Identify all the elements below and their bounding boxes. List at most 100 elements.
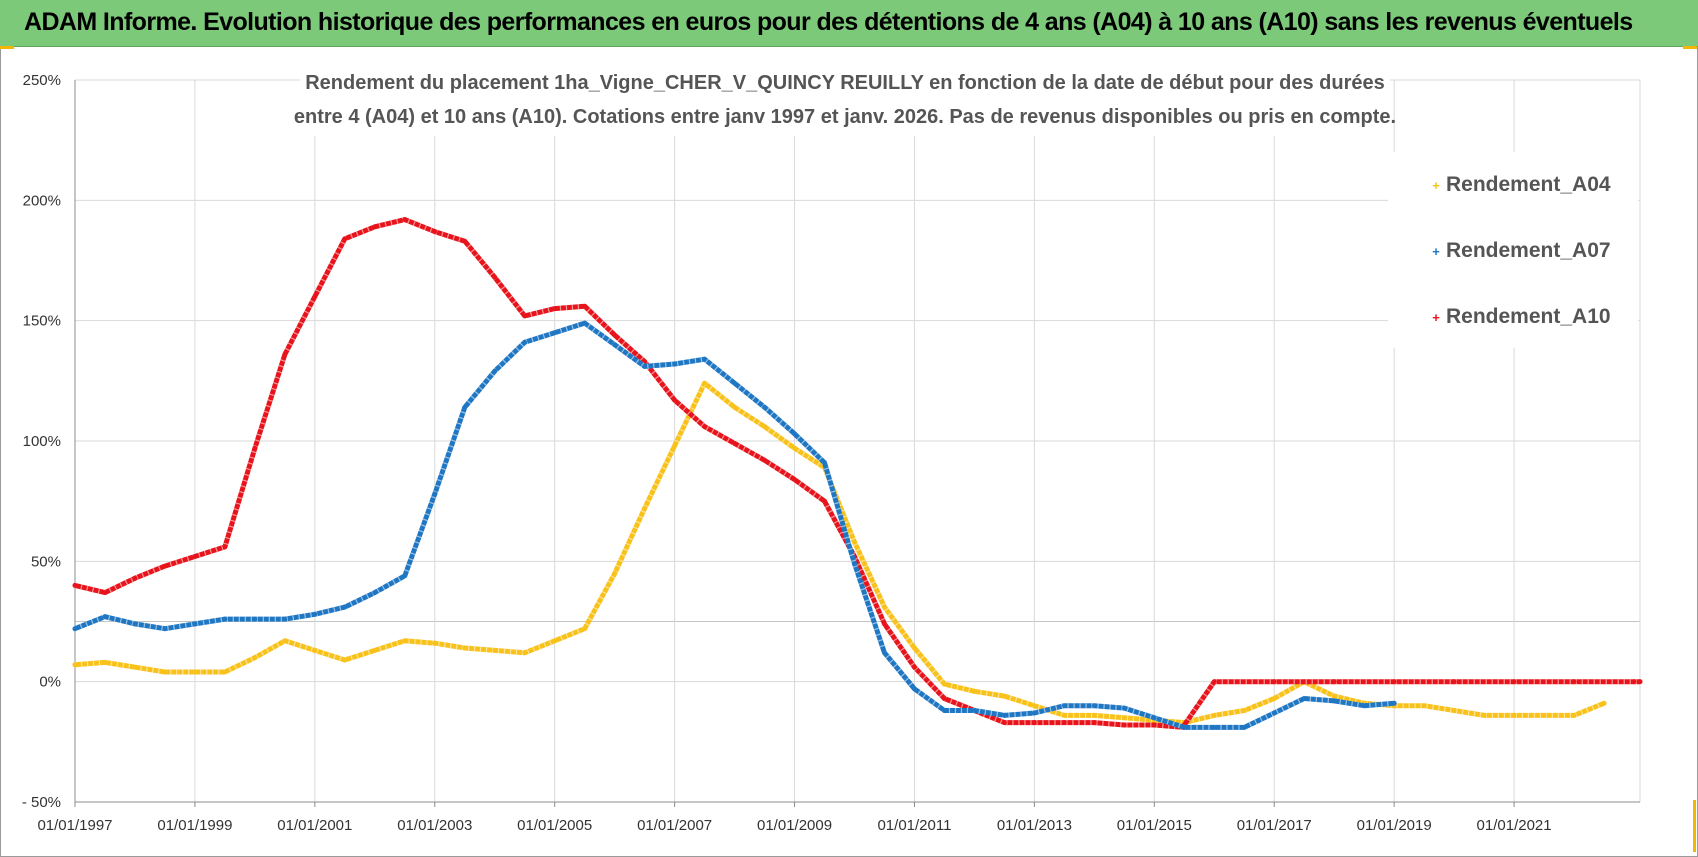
data-point-rendement-a04 [762, 424, 767, 429]
data-point-rendement-a10 [582, 303, 588, 309]
data-point-rendement-a04 [642, 505, 648, 511]
data-point-rendement-a07 [1121, 705, 1127, 711]
data-point-rendement-a10 [792, 477, 797, 482]
data-point-rendement-a04 [1031, 703, 1037, 709]
data-point-rendement-a07 [942, 708, 947, 713]
data-point-rendement-a10 [132, 575, 138, 581]
data-point-rendement-a10-late [1211, 679, 1217, 685]
data-point-rendement-a07 [882, 650, 887, 656]
corner-mark-top-right [1683, 46, 1697, 49]
legend-item-a04: + Rendement_A04 [1432, 173, 1611, 196]
data-point-rendement-a07 [1331, 698, 1337, 704]
data-point-rendement-a04 [342, 657, 348, 663]
data-point-rendement-a07 [1391, 700, 1397, 706]
data-point-rendement-a10 [252, 445, 258, 451]
data-point-rendement-a07 [1002, 712, 1007, 718]
data-point-rendement-a10 [72, 583, 78, 588]
data-point-rendement-a04 [1541, 712, 1547, 718]
data-point-rendement-a10 [492, 274, 498, 280]
data-point-rendement-a10 [282, 351, 288, 357]
x-tick-label: 01/01/2009 [757, 817, 832, 834]
data-point-rendement-a07 [1181, 724, 1187, 730]
data-point-rendement-a04 [132, 664, 138, 670]
y-tick-label: 50% [31, 553, 61, 570]
series-texture-rendement-a04 [74, 379, 1605, 726]
data-point-rendement-a07 [72, 626, 78, 632]
data-point-rendement-a04 [1091, 712, 1097, 718]
series-layer [72, 216, 1643, 730]
x-tick-label: 01/01/2017 [1237, 817, 1312, 834]
data-point-rendement-a04 [1241, 708, 1247, 713]
data-point-rendement-a04 [1002, 693, 1007, 699]
data-point-rendement-a04 [252, 655, 258, 660]
series-texture-rendement-a10 [74, 216, 1185, 730]
data-point-rendement-a07 [1301, 696, 1307, 701]
data-point-rendement-a10 [882, 621, 887, 627]
data-point-rendement-a04 [1331, 693, 1337, 699]
data-point-rendement-a10 [552, 306, 558, 312]
data-point-rendement-a10-late [1571, 679, 1577, 685]
data-point-rendement-a04 [102, 660, 108, 665]
data-point-rendement-a10 [702, 424, 707, 429]
series-line-rendement-a04 [72, 380, 1607, 726]
series-line-rendement-a10-late [1181, 679, 1643, 728]
data-point-rendement-a10 [912, 664, 917, 670]
data-point-rendement-a04 [462, 645, 468, 651]
data-point-rendement-a07 [432, 491, 438, 497]
data-point-rendement-a07 [102, 614, 108, 620]
data-point-rendement-a04 [192, 669, 198, 675]
x-tick-label: 01/01/1999 [157, 817, 232, 834]
data-point-rendement-a07 [852, 561, 857, 567]
data-point-rendement-a10-late [1271, 679, 1277, 685]
chart-title: Rendement du placement 1ha_Vigne_CHER_V_… [294, 66, 1396, 136]
data-point-rendement-a04 [72, 662, 78, 668]
data-point-rendement-a04 [492, 647, 498, 653]
data-point-rendement-a04 [1061, 712, 1067, 718]
x-tick-label: 01/01/2013 [997, 817, 1072, 834]
x-tick-label: 01/01/2019 [1357, 817, 1432, 834]
data-point-rendement-a10-late [1637, 679, 1643, 685]
data-point-rendement-a07 [1031, 710, 1037, 716]
data-point-rendement-a04 [942, 681, 947, 687]
y-tick-label: 150% [23, 313, 61, 330]
x-tick-label: 01/01/2003 [397, 817, 472, 834]
data-point-rendement-a04 [1481, 712, 1487, 718]
data-point-rendement-a10-late [1451, 679, 1457, 685]
x-tick-label: 01/01/2005 [517, 817, 592, 834]
legend-label-a07: Rendement_A07 [1446, 239, 1611, 262]
data-point-rendement-a10-late [1391, 679, 1397, 685]
data-point-rendement-a07 [672, 361, 678, 367]
data-point-rendement-a04 [912, 645, 917, 651]
data-point-rendement-a10-late [1631, 679, 1637, 685]
data-point-rendement-a10 [1121, 722, 1127, 728]
data-point-rendement-a10 [1151, 722, 1157, 728]
data-point-rendement-a07 [462, 404, 468, 410]
legend-item-a10: + Rendement_A10 [1432, 305, 1610, 328]
corner-mark-top-left [0, 46, 14, 49]
data-point-rendement-a07 [282, 616, 288, 622]
data-point-rendement-a07 [252, 616, 258, 622]
y-tick-label: 200% [23, 192, 61, 209]
data-point-rendement-a10 [612, 332, 618, 338]
data-point-rendement-a07 [552, 330, 558, 336]
data-point-rendement-a04 [702, 380, 707, 386]
data-point-rendement-a04 [882, 604, 887, 610]
data-point-rendement-a07 [1061, 703, 1067, 709]
data-point-rendement-a04 [792, 445, 797, 451]
data-point-rendement-a10 [762, 457, 767, 463]
legend-marker-a10: + [1432, 310, 1440, 325]
data-point-rendement-a10 [1091, 720, 1097, 725]
chart-title-background [300, 66, 1390, 136]
corner-mark-right-bottom [1693, 800, 1696, 852]
data-point-rendement-a04 [1121, 715, 1127, 721]
data-point-rendement-a04 [162, 669, 168, 675]
data-point-rendement-a04 [282, 638, 288, 644]
data-point-rendement-a07 [492, 368, 498, 374]
data-point-rendement-a10 [522, 313, 528, 319]
x-tick-label: 01/01/2021 [1477, 817, 1552, 834]
data-point-rendement-a04 [402, 638, 408, 644]
data-point-rendement-a07 [1241, 724, 1247, 730]
data-point-rendement-a07 [342, 604, 348, 610]
x-tick-label: 01/01/1997 [37, 817, 112, 834]
